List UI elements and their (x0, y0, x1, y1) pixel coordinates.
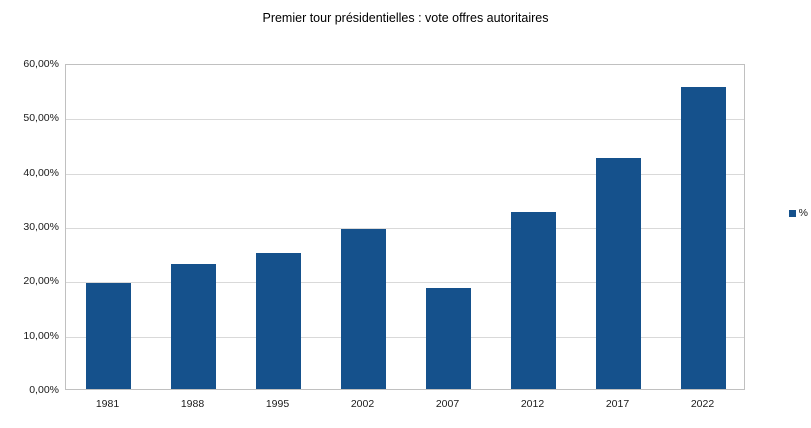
bar-2012 (511, 212, 556, 389)
bar-1988 (171, 264, 216, 389)
legend: % (788, 207, 808, 219)
bar-2022 (681, 87, 726, 389)
y-axis-tick-label: 10,00% (23, 329, 59, 342)
gridline (66, 336, 744, 338)
bar-2017 (596, 158, 641, 389)
gridline (66, 173, 744, 175)
gridline (66, 228, 744, 229)
x-axis-tick-label: 2002 (350, 398, 375, 410)
bar-1981 (86, 283, 131, 389)
x-axis-tick-label: 1988 (180, 398, 205, 410)
x-axis-tick-label: 2007 (435, 398, 460, 410)
legend-swatch-icon (788, 209, 796, 217)
x-axis-tick-label: 2022 (690, 398, 715, 410)
y-axis-tick-label: 60,00% (23, 58, 59, 70)
y-axis-tick-label: 50,00% (23, 112, 59, 125)
bar-2007 (426, 288, 471, 389)
plot-area (65, 64, 745, 390)
x-axis-tick-label: 2012 (520, 398, 545, 410)
y-axis-tick-label: 20,00% (23, 275, 59, 288)
gridline (66, 282, 744, 284)
y-axis-tick-label: 30,00% (23, 221, 59, 233)
x-axis-tick-label: 1995 (265, 398, 290, 410)
x-axis-tick-label: 2017 (605, 398, 630, 410)
y-axis-tick-label: 40,00% (23, 166, 59, 179)
legend-label: % (798, 207, 808, 219)
bar-1995 (256, 253, 301, 389)
y-axis-tick-label: 0,00% (29, 384, 59, 396)
x-axis-tick-label: 1981 (95, 398, 120, 410)
bar-2002 (341, 228, 386, 389)
gridline (66, 119, 744, 121)
chart-title: Premier tour présidentielles : vote offr… (262, 11, 549, 25)
